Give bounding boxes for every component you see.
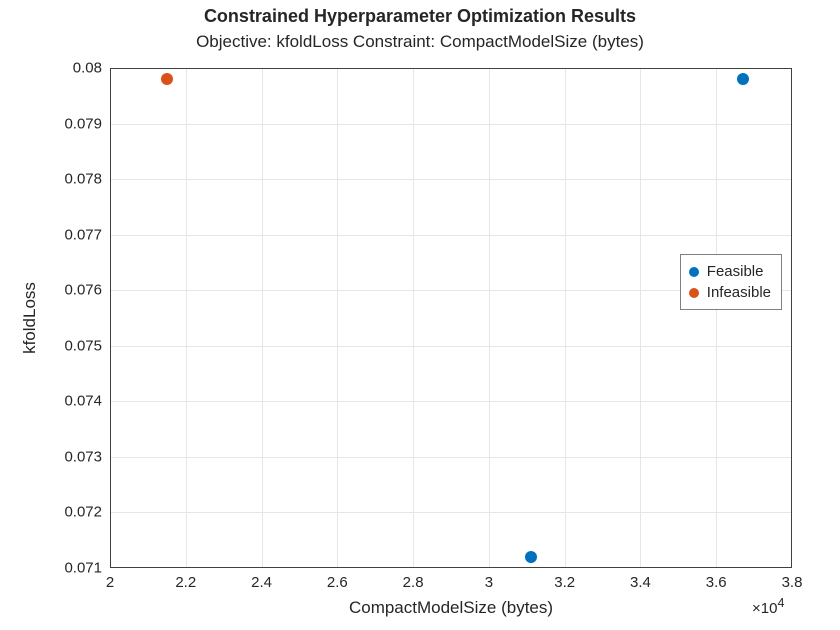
y-tick-label: 0.076 [64,282,102,299]
y-tick-label: 0.079 [64,115,102,132]
plot-border [110,68,792,568]
optimization-results-chart: Constrained Hyperparameter Optimization … [0,0,840,630]
x-tick-label: 3.2 [554,574,575,591]
data-point [737,73,749,85]
gridline-v [186,68,187,568]
x-tick-label: 2 [106,574,114,591]
gridline-v [640,68,641,568]
exponent-base: ×10 [752,600,777,617]
plot-area [110,68,792,568]
gridline-v [337,68,338,568]
x-tick-label: 2.8 [403,574,424,591]
y-tick-label: 0.072 [64,504,102,521]
legend-entry: Feasible [689,261,771,282]
data-point [525,551,537,563]
gridline-v [262,68,263,568]
x-axis-label: CompactModelSize (bytes) [349,598,553,618]
x-tick-label: 3.8 [782,574,803,591]
gridline-h [110,179,792,180]
y-tick-label: 0.077 [64,226,102,243]
exponent-power: 4 [777,596,784,610]
y-tick-label: 0.078 [64,171,102,188]
gridline-h [110,401,792,402]
gridline-v [716,68,717,568]
x-tick-label: 3.6 [706,574,727,591]
y-tick-label: 0.08 [73,60,102,77]
gridline-h [110,346,792,347]
gridline-h [110,235,792,236]
legend-marker [689,267,699,277]
legend: FeasibleInfeasible [680,254,782,310]
gridline-v [489,68,490,568]
chart-subtitle: Objective: kfoldLoss Constraint: Compact… [0,32,840,52]
y-tick-label: 0.074 [64,393,102,410]
legend-label: Infeasible [707,282,771,303]
x-tick-label: 2.2 [175,574,196,591]
gridline-h [110,512,792,513]
y-tick-label: 0.073 [64,448,102,465]
y-axis-label: kfoldLoss [20,282,40,354]
x-tick-label: 3 [485,574,493,591]
gridline-v [565,68,566,568]
data-point [161,73,173,85]
x-tick-label: 3.4 [630,574,651,591]
legend-entry: Infeasible [689,282,771,303]
x-tick-label: 2.4 [251,574,272,591]
x-tick-label: 2.6 [327,574,348,591]
y-tick-label: 0.071 [64,560,102,577]
gridline-v [413,68,414,568]
chart-title: Constrained Hyperparameter Optimization … [0,6,840,27]
gridline-h [110,457,792,458]
legend-label: Feasible [707,261,764,282]
y-tick-label: 0.075 [64,337,102,354]
x-axis-exponent: ×104 [752,596,784,617]
legend-marker [689,288,699,298]
gridline-h [110,124,792,125]
